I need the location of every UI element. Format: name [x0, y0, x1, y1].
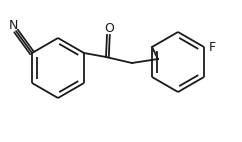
Text: O: O [104, 21, 114, 35]
Text: N: N [8, 18, 18, 32]
Text: F: F [208, 40, 216, 54]
